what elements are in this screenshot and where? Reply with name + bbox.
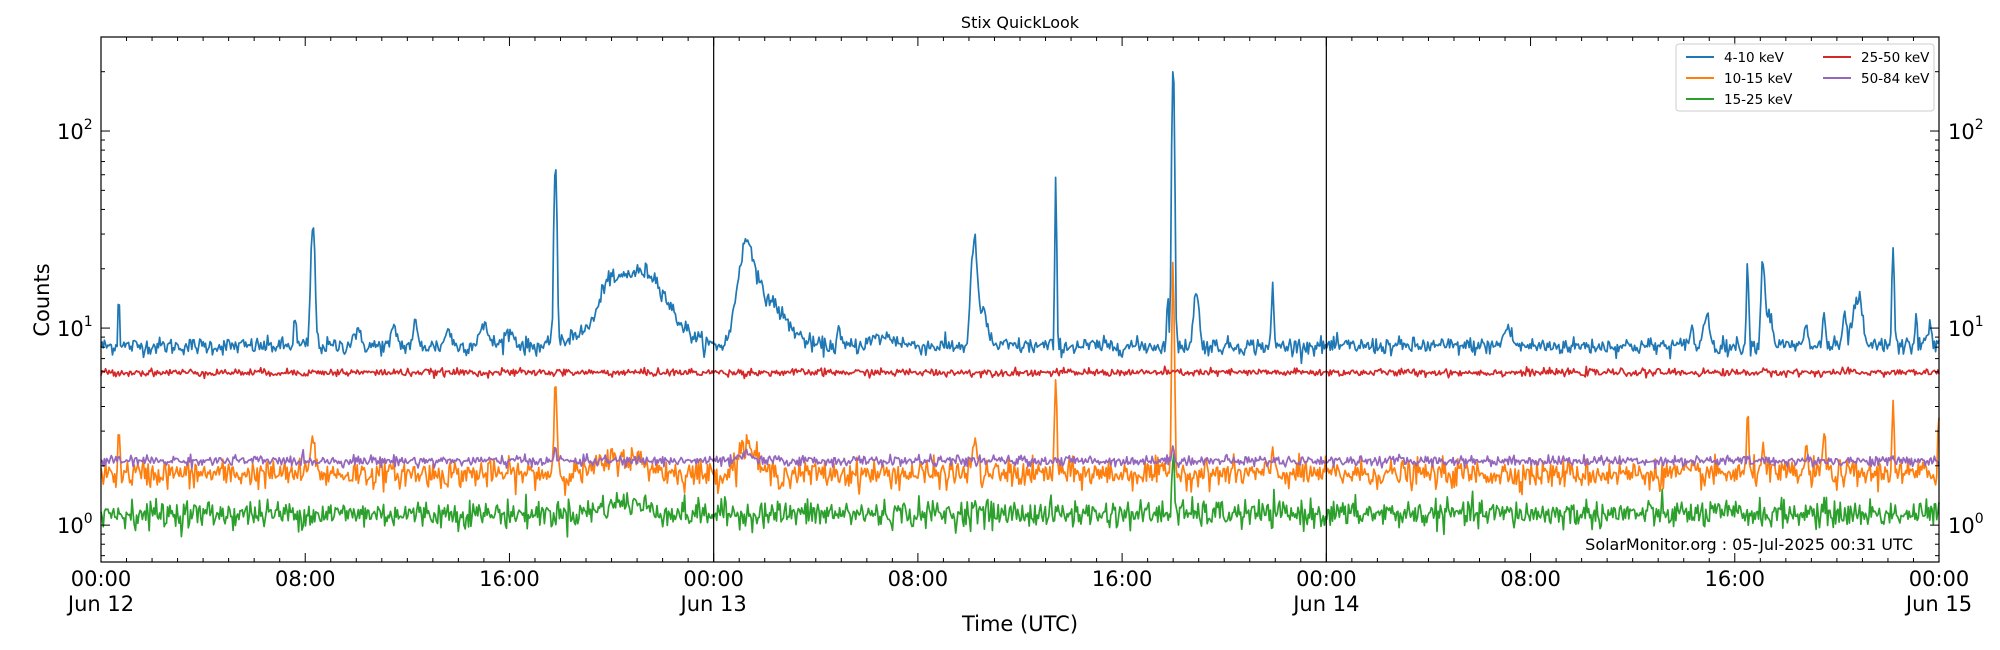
day-boundary-lines (713, 37, 1327, 562)
y-tick-label-left-2: 101 (57, 314, 93, 341)
x-tick-date-4: Jun 13 (679, 592, 747, 616)
x-tick-date-7: Jun 14 (1291, 592, 1359, 616)
series-line-3 (100, 452, 1940, 538)
x-tick-label-8: 08:00 (1500, 567, 1561, 591)
x-tick-label-2: 08:00 (275, 567, 336, 591)
x-axis-label: Time (UTC) (961, 612, 1078, 636)
x-tick-label-1: 00:00 (71, 567, 132, 591)
x-tick-label-7: 00:00 (1296, 567, 1357, 591)
x-tick-label-10: 00:00 (1909, 567, 1970, 591)
x-tick-date-1: Jun 12 (66, 592, 134, 616)
x-tick-date-10: Jun 15 (1904, 592, 1972, 616)
legend: 4-10 keV 10-15 keV 15-25 keV 25-50 keV 50-84… (1675, 43, 1935, 112)
legend-box (1675, 43, 1935, 112)
series-line-1 (100, 71, 1940, 365)
plot-frame (100, 36, 1940, 563)
y-tick-label-left-1: 100 (57, 511, 93, 538)
series-line-5 (100, 445, 1940, 470)
series-layer (100, 71, 1940, 538)
x-tick-label-3: 16:00 (479, 567, 540, 591)
series-line-2 (100, 261, 1940, 496)
legend-label-3: 15-25 keV (1724, 92, 1793, 108)
legend-label-1: 4-10 keV (1724, 50, 1785, 66)
x-tick-label-4: 00:00 (683, 567, 744, 591)
y-tick-labels: 100 100 101 101 102 102 (57, 117, 1984, 538)
y-tick-label-right-2: 101 (1948, 314, 1984, 341)
x-tick-label-9: 16:00 (1705, 567, 1766, 591)
x-tick-label-6: 16:00 (1092, 567, 1153, 591)
y-tick-label-right-3: 102 (1948, 117, 1984, 144)
legend-label-4: 25-50 keV (1861, 50, 1930, 66)
series-line-4 (100, 365, 1940, 380)
credit-text: SolarMonitor.org : 05-Jul-2025 00:31 UTC (1585, 535, 1913, 554)
y-axis-label: Counts (30, 263, 54, 336)
legend-label-2: 10-15 keV (1724, 71, 1793, 87)
legend-label-5: 50-84 keV (1861, 71, 1930, 87)
y-tick-label-right-1: 100 (1948, 511, 1984, 538)
y-tick-label-left-3: 102 (57, 117, 93, 144)
chart-title: Stix QuickLook (961, 13, 1080, 32)
x-tick-label-5: 08:00 (888, 567, 949, 591)
